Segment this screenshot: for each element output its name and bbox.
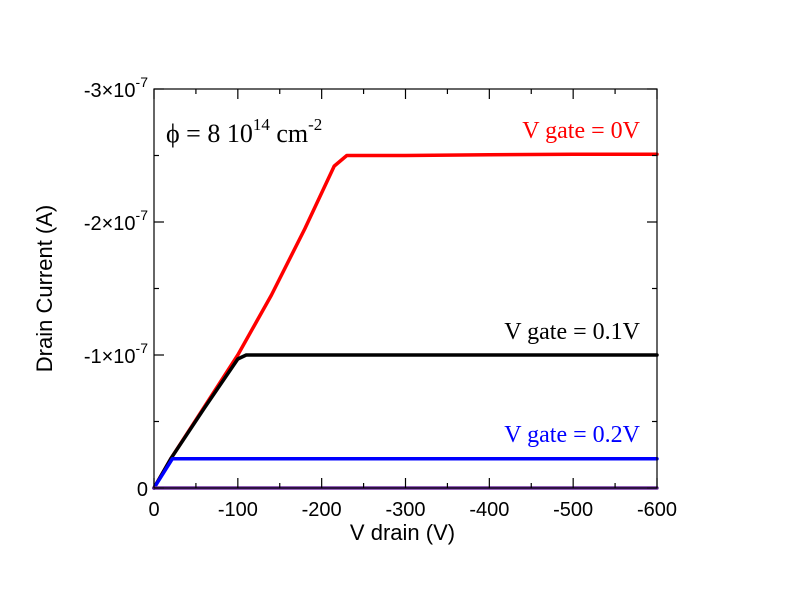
annotation-sup2: -2	[308, 115, 322, 134]
x-tick-label-6: -600	[637, 499, 677, 521]
series-line-2	[152, 456, 659, 490]
y-tick-label-0: 0	[137, 479, 148, 501]
series-label-0: V gate = 0V	[522, 118, 640, 144]
y-tick-label-1: -1×10-7	[84, 340, 148, 368]
x-tick-label-2: -200	[302, 499, 342, 521]
x-tick-label-1: -100	[218, 499, 258, 521]
y-axis-title: Drain Current (A)	[32, 205, 57, 372]
y-tick-label-2: -2×10-7	[84, 207, 148, 235]
tick-layer: 0 -100 -200 -300 -400 -500 -600 0 -1×10-7 -2×10-7…	[84, 74, 677, 521]
series-label-1: V gate = 0.1V	[504, 319, 640, 345]
fluence-annotation: ϕ = 8 1014 cm-2	[166, 115, 322, 148]
x-tick-label-3: -300	[385, 499, 425, 521]
y-tick-label-3: -3×10-7	[84, 74, 148, 102]
annotation-prefix: ϕ = 8 10	[166, 119, 253, 148]
x-tick-label-0: 0	[148, 499, 159, 521]
x-tick-label-5: -500	[553, 499, 593, 521]
series-label-2: V gate = 0.2V	[504, 422, 640, 448]
annotation-sup1: 14	[253, 115, 271, 134]
series-line-1	[152, 353, 659, 490]
x-axis-title: V drain (V)	[350, 520, 455, 545]
annotation-mid: cm	[270, 119, 308, 148]
labels-layer: V gate = 0V V gate = 0.1V V gate = 0.2V	[504, 118, 640, 448]
x-tick-label-4: -400	[469, 499, 509, 521]
